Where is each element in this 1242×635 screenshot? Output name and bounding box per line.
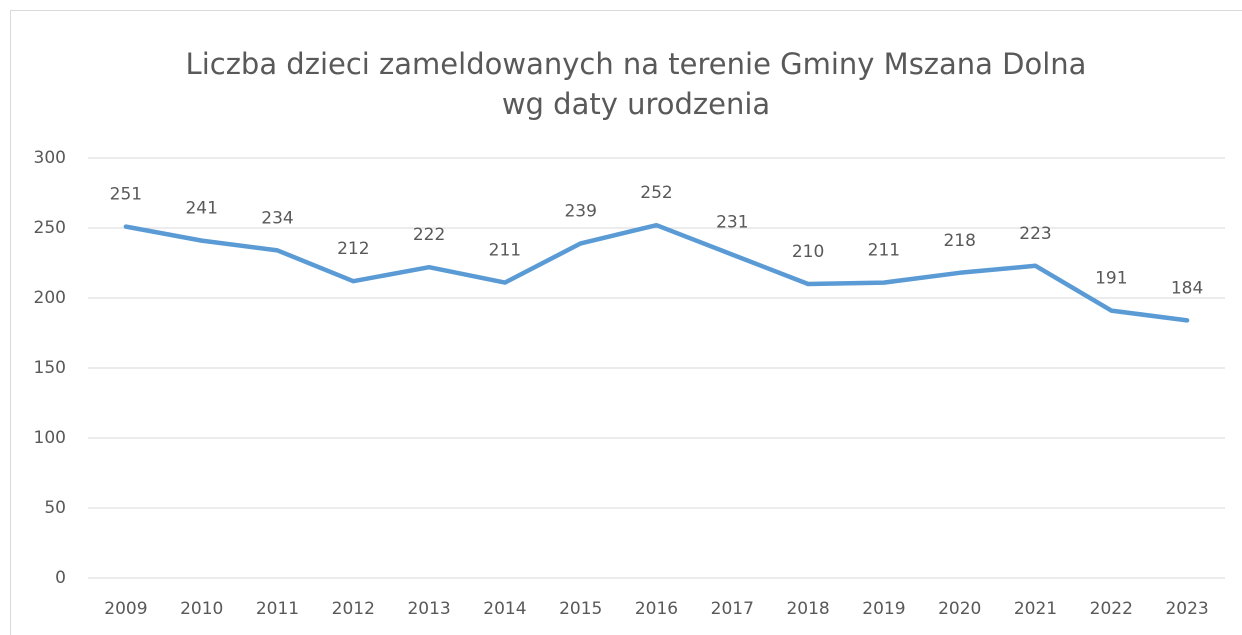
x-tick-label: 2021 xyxy=(1014,599,1057,619)
data-label: 210 xyxy=(792,242,824,262)
data-label: 241 xyxy=(185,199,217,219)
data-label: 234 xyxy=(261,208,293,228)
y-tick-label: 50 xyxy=(44,498,66,518)
data-label: 212 xyxy=(337,239,369,259)
data-label: 184 xyxy=(1171,278,1203,298)
x-tick-label: 2015 xyxy=(559,599,602,619)
chart-frame xyxy=(10,10,1242,635)
x-tick-label: 2009 xyxy=(104,599,147,619)
data-label: 231 xyxy=(716,213,748,233)
x-tick-label: 2020 xyxy=(938,599,981,619)
x-tick-label: 2018 xyxy=(786,599,829,619)
y-tick-label: 100 xyxy=(34,428,66,448)
x-tick-label: 2014 xyxy=(483,599,526,619)
y-tick-label: 300 xyxy=(34,148,66,168)
x-tick-label: 2019 xyxy=(862,599,905,619)
x-tick-label: 2023 xyxy=(1165,599,1208,619)
x-tick-label: 2022 xyxy=(1090,599,1133,619)
data-label: 211 xyxy=(868,241,900,261)
data-line xyxy=(123,222,1190,323)
y-tick-label: 250 xyxy=(34,218,66,238)
x-tick-label: 2011 xyxy=(256,599,299,619)
chart-title: wg daty urodzenia xyxy=(502,87,770,121)
data-label: 252 xyxy=(640,183,672,203)
y-tick-label: 150 xyxy=(34,358,66,378)
x-tick-label: 2010 xyxy=(180,599,223,619)
x-tick-label: 2016 xyxy=(635,599,678,619)
data-label: 251 xyxy=(110,185,142,205)
data-label: 223 xyxy=(1019,224,1051,244)
y-tick-label: 200 xyxy=(34,288,66,308)
data-label: 218 xyxy=(943,231,975,251)
data-label: 211 xyxy=(489,241,521,261)
x-tick-label: 2013 xyxy=(407,599,450,619)
data-label: 239 xyxy=(564,201,596,221)
x-tick-label: 2012 xyxy=(332,599,375,619)
chart-title: Liczba dzieci zameldowanych na terenie G… xyxy=(186,47,1087,81)
y-tick-label: 0 xyxy=(55,568,66,588)
data-label: 222 xyxy=(413,225,445,245)
data-label: 191 xyxy=(1095,269,1127,289)
x-tick-label: 2017 xyxy=(711,599,754,619)
